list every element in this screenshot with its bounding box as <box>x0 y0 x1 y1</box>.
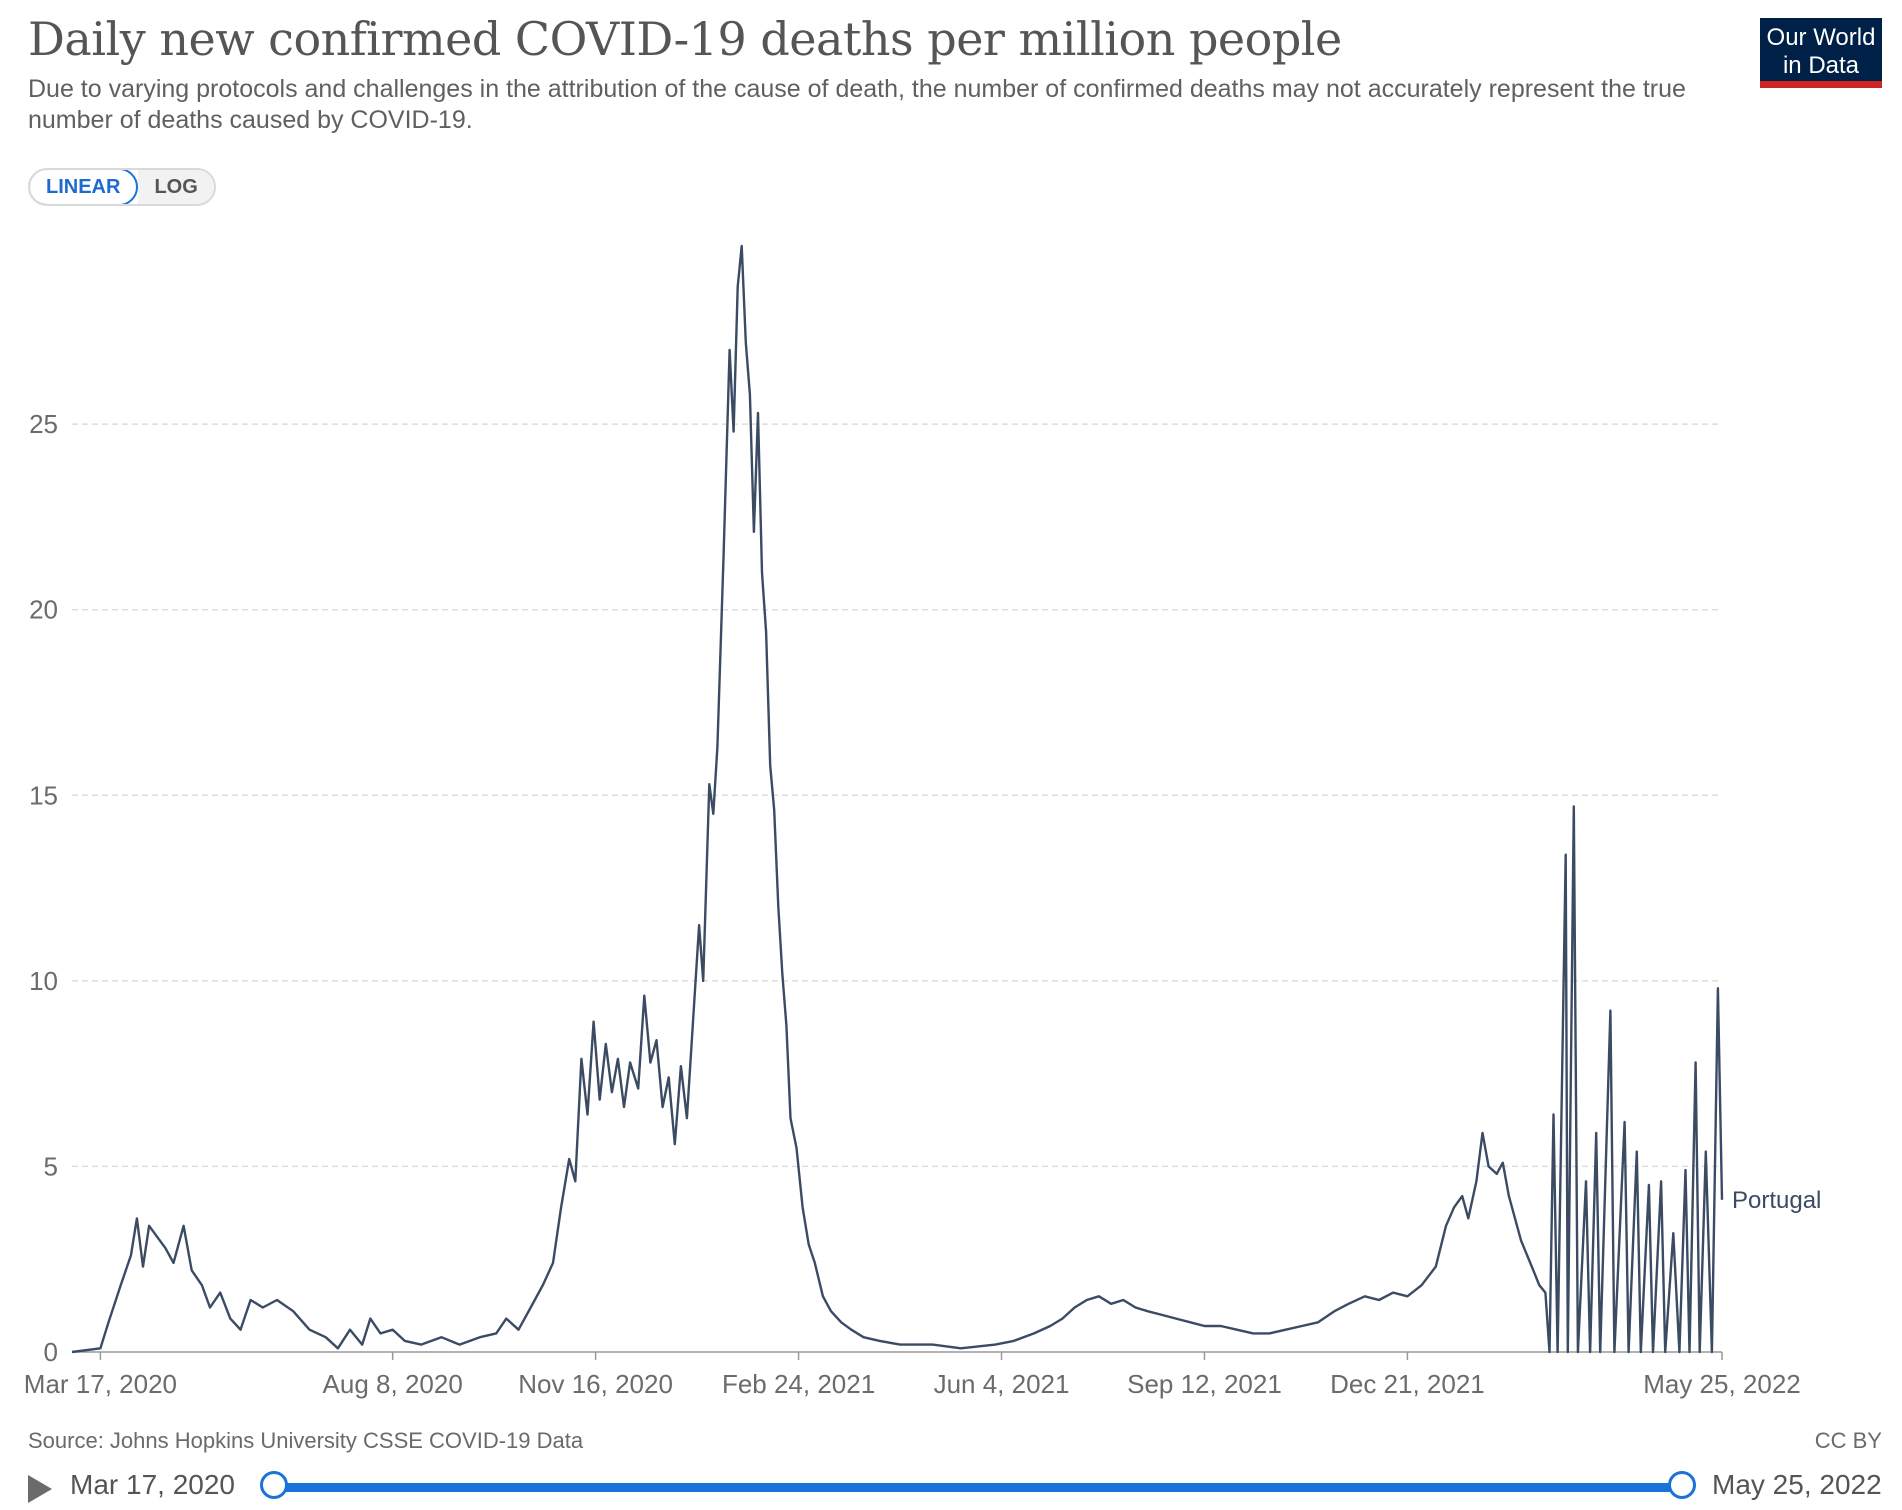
timeline-start-label: Mar 17, 2020 <box>70 1469 235 1500</box>
series-group: Portugal <box>71 244 1821 1354</box>
logo-line-1: Our World <box>1766 24 1876 51</box>
owid-logo[interactable]: Our World in Data <box>1760 18 1882 88</box>
grid-lines <box>72 423 1722 1168</box>
x-tick-label: Dec 21, 2021 <box>1330 1369 1485 1399</box>
x-tick-label: Aug 8, 2020 <box>323 1369 463 1399</box>
y-tick-label: 25 <box>29 409 58 439</box>
y-tick-label: 0 <box>44 1337 58 1367</box>
scale-toggle: LINEAR LOG <box>28 168 216 206</box>
x-tick-label: Nov 16, 2020 <box>518 1369 673 1399</box>
x-tick-label: Jun 4, 2021 <box>934 1369 1070 1399</box>
x-tick-label: May 25, 2022 <box>1643 1369 1801 1399</box>
y-tick-label: 20 <box>29 595 58 625</box>
x-axis: Mar 17, 2020 Aug 8, 2020 Nov 16, 2020 Feb 2… <box>24 1351 1801 1399</box>
x-tick-label: Feb 24, 2021 <box>722 1369 875 1399</box>
timeline-end-label: May 25, 2022 <box>1712 1469 1882 1500</box>
timeline-end-handle[interactable] <box>1668 1471 1696 1499</box>
chart-subtitle: Due to varying protocols and challenges … <box>28 75 1686 134</box>
timeline-start-handle[interactable] <box>260 1471 288 1499</box>
logo-line-2: in Data <box>1782 52 1860 79</box>
license-link[interactable]: CC BY <box>1814 1428 1882 1453</box>
line-chart: 0 5 10 15 20 25 Mar 17, 2020 Aug 8, 2020 Nov 16… <box>24 244 1821 1399</box>
series-line-portugal <box>71 244 1724 1354</box>
linear-scale-button[interactable]: LINEAR <box>29 170 139 204</box>
source-note[interactable]: Source: Johns Hopkins University CSSE CO… <box>28 1428 584 1453</box>
timeline: Mar 17, 2020 May 25, 2022 <box>0 1465 1902 1505</box>
y-axis: 0 5 10 15 20 25 <box>29 409 58 1367</box>
series-label-portugal: Portugal <box>1732 1187 1821 1214</box>
y-tick-label: 5 <box>44 1151 58 1181</box>
y-tick-label: 10 <box>29 966 58 996</box>
play-icon[interactable] <box>28 1475 52 1503</box>
log-scale-button[interactable]: LOG <box>138 170 214 204</box>
chart-title: Daily new confirmed COVID-19 deaths per … <box>28 12 1342 66</box>
x-tick-label: Mar 17, 2020 <box>24 1369 177 1399</box>
timeline-range[interactable] <box>274 1483 1682 1492</box>
x-tick-label: Sep 12, 2021 <box>1127 1369 1282 1399</box>
y-tick-label: 15 <box>29 780 58 810</box>
